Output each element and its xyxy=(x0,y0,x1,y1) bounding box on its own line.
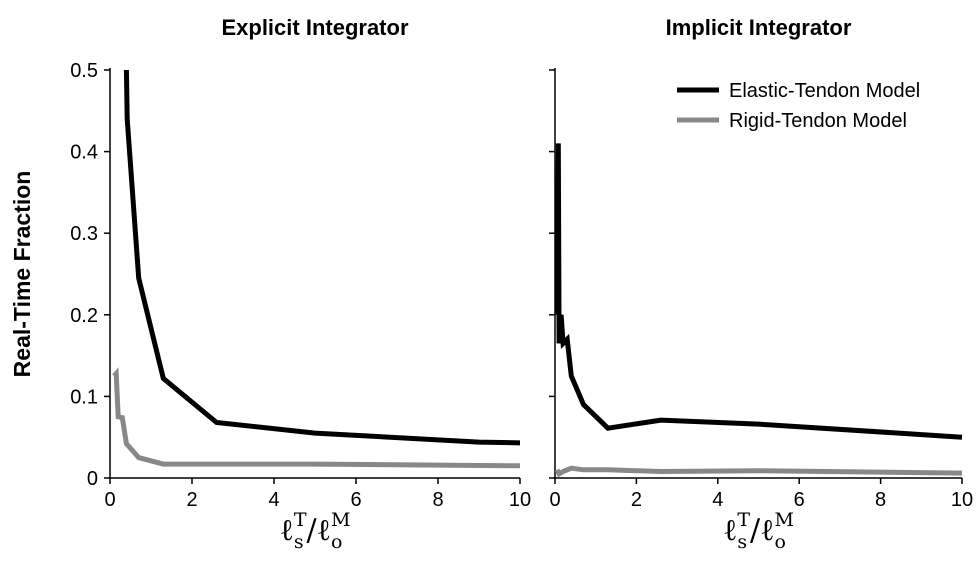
chart-title: Implicit Integrator xyxy=(666,15,852,40)
x-label-part: /ℓ xyxy=(307,513,331,548)
x-tick-label: 10 xyxy=(951,489,973,511)
x-tick-label: 8 xyxy=(432,489,443,511)
y-tick-label: 0.3 xyxy=(70,223,98,245)
chart-title: Explicit Integrator xyxy=(221,15,408,40)
x-tick-label: 6 xyxy=(350,489,361,511)
x-tick-label: 8 xyxy=(875,489,886,511)
x-tick-label: 2 xyxy=(631,489,642,511)
x-axis-label: ℓ sT/ℓ oM xyxy=(279,509,350,553)
x-label-part: /ℓ xyxy=(750,513,774,548)
x-tick-label: 4 xyxy=(712,489,723,511)
y-tick-label: 0 xyxy=(87,468,98,490)
x-tick-label: 10 xyxy=(509,489,531,511)
data-line xyxy=(123,69,521,446)
data-line xyxy=(112,367,521,469)
x-tick-label: 2 xyxy=(186,489,197,511)
x-axis-label: ℓ sT/ℓ oM xyxy=(723,509,794,553)
x-tick-label: 4 xyxy=(268,489,279,511)
x-tick-label: 6 xyxy=(794,489,805,511)
legend-label: Elastic-Tendon Model xyxy=(729,80,920,102)
y-tick-label: 0.5 xyxy=(70,60,98,82)
x-label-part: o xyxy=(331,531,342,553)
x-label-part: T xyxy=(737,509,750,531)
x-tick-label: 0 xyxy=(549,489,560,511)
x-label-part: ℓ xyxy=(723,513,737,548)
x-label-part: ℓ xyxy=(279,513,293,548)
data-line xyxy=(554,465,963,478)
x-label-part: s xyxy=(737,531,747,553)
y-tick-label: 0.1 xyxy=(70,386,98,408)
data-line xyxy=(554,143,963,440)
x-label-part: M xyxy=(775,509,794,531)
y-tick-label: 0.4 xyxy=(70,142,98,164)
x-label-part: M xyxy=(331,509,350,531)
x-label-part: s xyxy=(294,531,304,553)
y-axis-label: Real-Time Fraction xyxy=(9,171,35,378)
x-label-part: T xyxy=(294,509,307,531)
y-tick-label: 0.2 xyxy=(70,305,98,327)
legend-label: Rigid-Tendon Model xyxy=(729,110,907,132)
x-tick-label: 0 xyxy=(104,489,115,511)
x-label-part: o xyxy=(775,531,786,553)
